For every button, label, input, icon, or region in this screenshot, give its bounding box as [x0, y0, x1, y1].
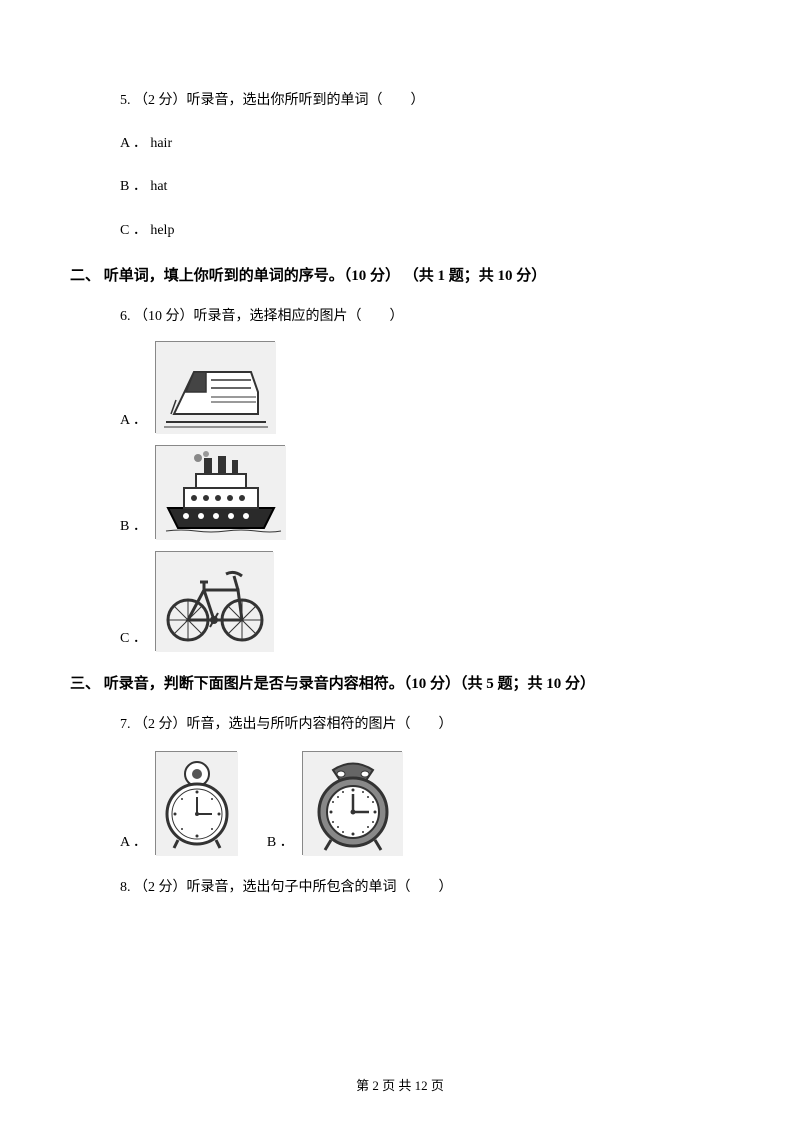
q7-text: 7. （2 分）听音，选出与所听内容相符的图片（ ） [120, 712, 730, 737]
q6-option-c[interactable]: C ． [120, 551, 730, 651]
q7-option-a-label: A ． [120, 831, 147, 855]
q5-option-a[interactable]: A ． hair [120, 131, 730, 156]
q8-text: 8. （2 分）听录音，选出句子中所包含的单词（ ） [120, 875, 730, 900]
train-image [155, 341, 275, 433]
section-2-title: 二、 听单词，填上你听到的单词的序号。（10 分） （共 1 题；共 10 分） [70, 263, 730, 290]
section-3-title: 三、 听录音，判断下面图片是否与录音内容相符。（10 分）（共 5 题；共 10… [70, 671, 730, 698]
page-footer: 第 2 页 共 12 页 [0, 1075, 800, 1094]
q7-option-b-label: B ． [267, 831, 294, 855]
q7-option-b[interactable]: B ． [267, 751, 402, 855]
q6-option-b-label: B ． [120, 515, 147, 539]
clock-image-b [302, 751, 402, 855]
q7-option-a[interactable]: A ． [120, 751, 237, 855]
q6-option-b[interactable]: B ． [120, 445, 730, 539]
q6-text: 6. （10 分）听录音，选择相应的图片（ ） [120, 304, 730, 329]
q6-option-c-label: C ． [120, 627, 147, 651]
q5-option-c[interactable]: C ． help [120, 218, 730, 243]
q5-option-b[interactable]: B ． hat [120, 174, 730, 199]
q6-option-a[interactable]: A ． [120, 341, 730, 433]
q5-text: 5. （2 分）听录音，选出你所听到的单词（ ） [120, 88, 730, 113]
clock-image-a [155, 751, 237, 855]
ship-image [155, 445, 285, 539]
bike-image [155, 551, 273, 651]
q6-option-a-label: A ． [120, 409, 147, 433]
